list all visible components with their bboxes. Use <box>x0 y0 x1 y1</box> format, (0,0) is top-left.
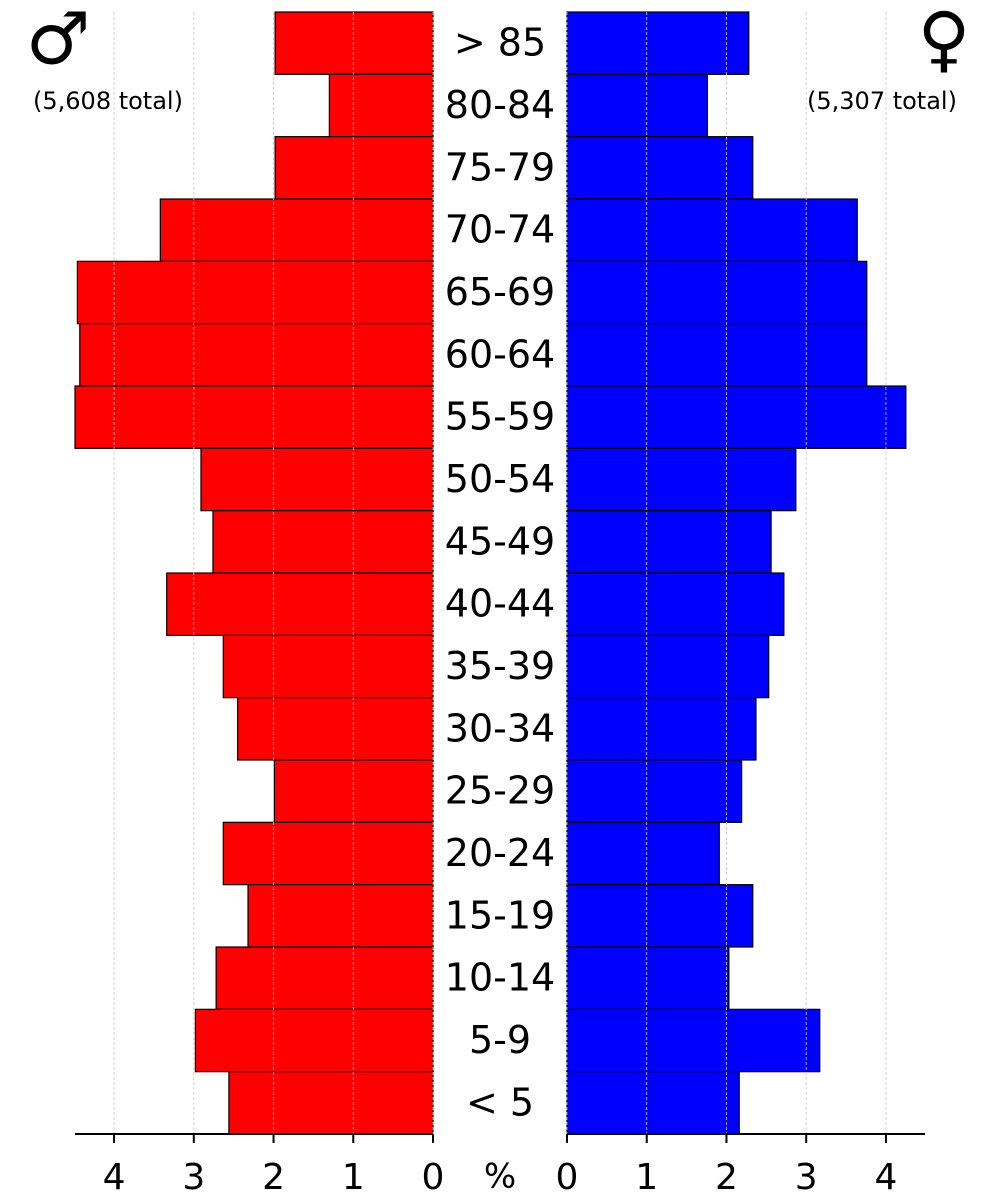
bar <box>566 136 754 200</box>
bar <box>247 884 434 948</box>
bar <box>566 821 720 886</box>
bar <box>566 73 708 138</box>
bar <box>566 946 730 1010</box>
category-label: 5-9 <box>469 1018 531 1062</box>
x-tick-label: 1 <box>342 1157 365 1198</box>
category-label: 35-39 <box>445 644 555 688</box>
x-tick-label: 4 <box>874 1157 897 1198</box>
legend-symbol: ♂ <box>26 0 91 81</box>
bar <box>237 697 434 761</box>
bar <box>159 198 434 262</box>
category-label: > 85 <box>454 21 546 65</box>
x-tick-label: 2 <box>715 1157 738 1198</box>
bar <box>274 136 434 200</box>
bar <box>566 198 858 262</box>
x-tick-label: 3 <box>795 1157 818 1198</box>
bar <box>215 946 434 1010</box>
bar <box>566 260 868 325</box>
x-tick-label: 2 <box>262 1157 285 1198</box>
bar <box>566 634 770 699</box>
category-label: 45-49 <box>445 519 555 563</box>
bar <box>566 759 743 823</box>
category-label: 70-74 <box>445 208 555 252</box>
category-label: 15-19 <box>445 893 555 937</box>
bar <box>566 385 907 449</box>
bar <box>222 634 434 699</box>
bar <box>566 884 754 948</box>
bar <box>328 73 434 138</box>
x-tick-label: 1 <box>635 1157 658 1198</box>
bar <box>566 323 868 387</box>
category-label: 65-69 <box>445 270 555 314</box>
bar <box>212 510 434 574</box>
bar <box>222 821 434 886</box>
category-label: 75-79 <box>445 145 555 189</box>
legend-total: (5,307 total) <box>807 87 957 115</box>
bar <box>166 572 434 636</box>
bar <box>566 1071 740 1135</box>
x-tick-label: 4 <box>103 1157 126 1198</box>
legend-total: (5,608 total) <box>33 87 183 115</box>
x-tick-label: 0 <box>422 1157 445 1198</box>
bar <box>566 697 757 761</box>
bar <box>273 759 434 823</box>
bar <box>566 447 797 512</box>
x-axis-label: % <box>484 1157 516 1197</box>
bar <box>79 323 434 387</box>
bar <box>228 1071 434 1135</box>
bar <box>566 572 785 636</box>
legend-symbol: ♀ <box>918 0 971 81</box>
bar <box>566 11 750 75</box>
category-label: 80-84 <box>445 83 555 127</box>
category-label: 50-54 <box>445 457 555 501</box>
bar <box>200 447 434 512</box>
category-label: 60-64 <box>445 332 555 376</box>
bar <box>566 510 772 574</box>
x-tick-label: 3 <box>182 1157 205 1198</box>
bar <box>566 1008 821 1073</box>
bar <box>76 260 434 325</box>
bar <box>194 1008 434 1073</box>
bar <box>74 385 434 449</box>
category-label: 55-59 <box>445 395 555 439</box>
category-label: 25-29 <box>445 769 555 813</box>
category-label: 40-44 <box>445 582 555 626</box>
bar <box>274 11 434 75</box>
category-label: 10-14 <box>445 956 555 1000</box>
x-tick-label: 0 <box>556 1157 579 1198</box>
category-label: 30-34 <box>445 706 555 750</box>
category-label: < 5 <box>466 1080 534 1124</box>
category-label: 20-24 <box>445 831 555 875</box>
